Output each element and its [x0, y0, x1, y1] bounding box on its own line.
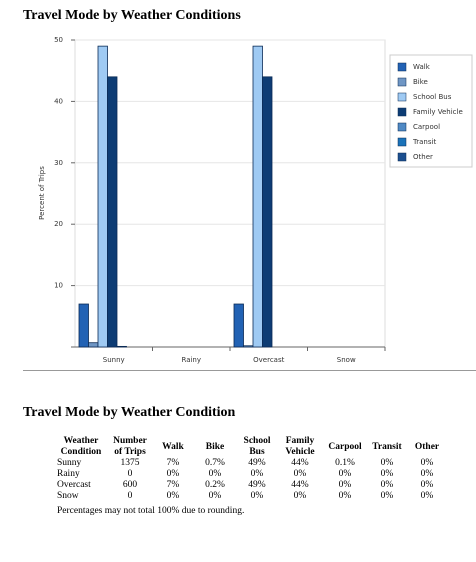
table-cell: 0% — [293, 469, 307, 479]
table-cell: 0% — [208, 469, 222, 479]
header-cell: Family Vehicle — [285, 436, 315, 457]
table-cell: Snow — [57, 491, 79, 501]
y-axis-label: Percent of Trips — [38, 166, 46, 220]
table-cell: 0% — [208, 491, 222, 501]
x-tick-label: Rainy — [181, 356, 201, 364]
table-cell: 0% — [250, 491, 264, 501]
table-cell: 49% — [248, 458, 266, 468]
table-cell: 0.1% — [335, 458, 355, 468]
table-row: Snow 0 0% 0% 0% 0% 0% 0% 0% — [55, 491, 447, 502]
table-cell: 0.7% — [205, 458, 225, 468]
table-cell: 0% — [380, 480, 394, 490]
header-cell: Number of Trips — [113, 436, 147, 457]
table-cell: 0% — [420, 469, 434, 479]
table-cell: 600 — [122, 480, 138, 490]
header-cell: Walk — [162, 441, 184, 452]
table-cell: 0% — [420, 458, 434, 468]
bar — [243, 345, 254, 348]
table-cell: 44% — [291, 480, 309, 490]
legend-label: Bike — [413, 78, 428, 86]
table-cell: 0% — [293, 491, 307, 501]
chart: Travel Mode by Weather Conditions Percen… — [23, 8, 473, 364]
x-tick-label: Sunny — [103, 356, 125, 364]
legend-swatch — [397, 122, 407, 132]
table-cell: 49% — [248, 480, 266, 490]
table-cell: 0% — [338, 469, 352, 479]
header-cell: Transit — [372, 441, 402, 452]
table-title: Travel Mode by Weather Condition — [23, 405, 236, 420]
legend-swatch — [397, 152, 407, 162]
legend-label: Other — [413, 153, 433, 161]
header-cell: Other — [414, 441, 440, 452]
chart-title: Travel Mode by Weather Conditions — [23, 8, 241, 23]
y-tick-label: 30 — [54, 159, 63, 167]
table-row: Overcast 600 7% 0.2% 49% 44% 0% 0% 0% — [55, 480, 447, 491]
table-cell: Overcast — [57, 480, 91, 490]
bar — [233, 303, 244, 348]
bar — [116, 345, 127, 348]
legend-swatch — [397, 92, 407, 102]
table-cell: 0.2% — [205, 480, 225, 490]
table-cell: 0% — [420, 480, 434, 490]
table-cell: 0% — [338, 491, 352, 501]
header-cell: School Bus — [243, 436, 271, 457]
table-cell: 7% — [166, 480, 180, 490]
legend-label: Family Vehicle — [413, 108, 463, 116]
table-row: Rainy 0 0% 0% 0% 0% 0% 0% 0% — [55, 469, 447, 480]
legend-swatch — [397, 62, 407, 72]
table-cell: 44% — [291, 458, 309, 468]
bar — [78, 303, 89, 348]
footnote: Percentages may not total 100% due to ro… — [57, 506, 245, 516]
legend-label: Carpool — [413, 123, 440, 131]
table-cell: Rainy — [57, 469, 80, 479]
legend-label: School Bus — [413, 93, 452, 101]
table-cell: 1375 — [120, 458, 140, 468]
y-tick-label: 40 — [54, 97, 63, 105]
table-cell: 7% — [166, 458, 180, 468]
table-cell: 0 — [127, 491, 133, 501]
table-cell: 0% — [338, 480, 352, 490]
bar — [262, 76, 273, 348]
table-cell: 0% — [380, 469, 394, 479]
x-tick-label: Overcast — [253, 356, 284, 364]
y-tick-label: 10 — [54, 282, 63, 290]
table-body: Sunny 1375 7% 0.7% 49% 44% 0.1% 0% 0% Rainy 0 0% 0% 0… — [55, 458, 447, 502]
table-cell: 0 — [127, 469, 133, 479]
bar — [97, 45, 108, 348]
table-cell: 0% — [166, 469, 180, 479]
plot-frame — [74, 39, 386, 348]
bar — [88, 342, 99, 348]
bar — [107, 76, 118, 348]
header-cell: Weather Condition — [60, 436, 102, 457]
data-table: Weather Condition Number of Trips Walk Bike… — [55, 436, 447, 502]
header-cell: Bike — [205, 441, 225, 452]
table-cell: Sunny — [57, 458, 82, 468]
table-cell: 0% — [420, 491, 434, 501]
table-cell: 0% — [380, 458, 394, 468]
y-tick-label: 50 — [54, 36, 63, 44]
table-cell: 0% — [166, 491, 180, 501]
x-tick-label: Snow — [337, 356, 356, 364]
header-row: Weather Condition Number of Trips Walk Bike… — [55, 436, 447, 458]
legend-swatch — [397, 107, 407, 117]
legend-swatch — [397, 77, 407, 87]
table-cell: 0% — [380, 491, 394, 501]
legend-label: Walk — [413, 63, 431, 71]
bar — [252, 45, 263, 348]
table-row: Sunny 1375 7% 0.7% 49% 44% 0.1% 0% 0% — [55, 458, 447, 469]
header-cell: Carpool — [328, 441, 362, 452]
y-tick-label: 20 — [54, 220, 63, 228]
separator — [23, 370, 476, 371]
legend-label: Transit — [412, 138, 436, 146]
legend-swatch — [397, 137, 407, 147]
table-cell: 0% — [250, 469, 264, 479]
